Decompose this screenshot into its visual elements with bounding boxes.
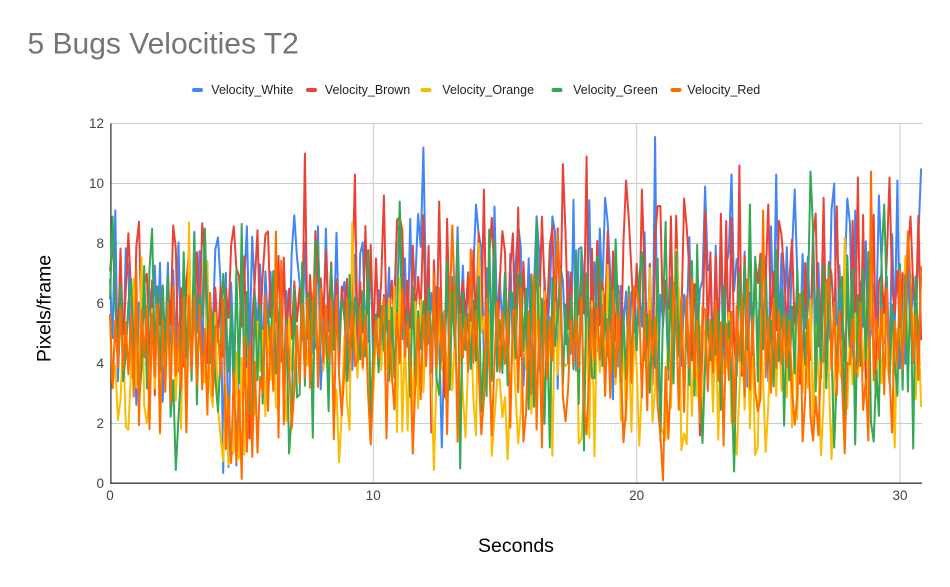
svg-text:5 Bugs Velocities T2: 5 Bugs Velocities T2 bbox=[28, 28, 299, 61]
svg-text:Velocity_Brown: Velocity_Brown bbox=[325, 83, 411, 97]
svg-text:Velocity_White: Velocity_White bbox=[211, 83, 293, 97]
svg-text:12: 12 bbox=[89, 116, 104, 131]
svg-text:Velocity_Red: Velocity_Red bbox=[687, 83, 760, 97]
svg-text:2: 2 bbox=[96, 416, 104, 431]
svg-text:Velocity_Green: Velocity_Green bbox=[573, 83, 658, 97]
svg-text:30: 30 bbox=[892, 488, 907, 503]
svg-text:8: 8 bbox=[96, 236, 104, 251]
svg-text:10: 10 bbox=[89, 176, 104, 191]
svg-text:10: 10 bbox=[366, 488, 381, 503]
svg-text:Seconds: Seconds bbox=[478, 535, 554, 557]
svg-text:6: 6 bbox=[96, 296, 104, 311]
svg-text:Pixels/frame: Pixels/frame bbox=[34, 255, 56, 362]
svg-text:0: 0 bbox=[96, 476, 104, 491]
svg-text:0: 0 bbox=[106, 488, 114, 503]
svg-text:20: 20 bbox=[629, 488, 644, 503]
svg-text:4: 4 bbox=[96, 356, 104, 371]
svg-text:Velocity_Orange: Velocity_Orange bbox=[442, 83, 534, 97]
